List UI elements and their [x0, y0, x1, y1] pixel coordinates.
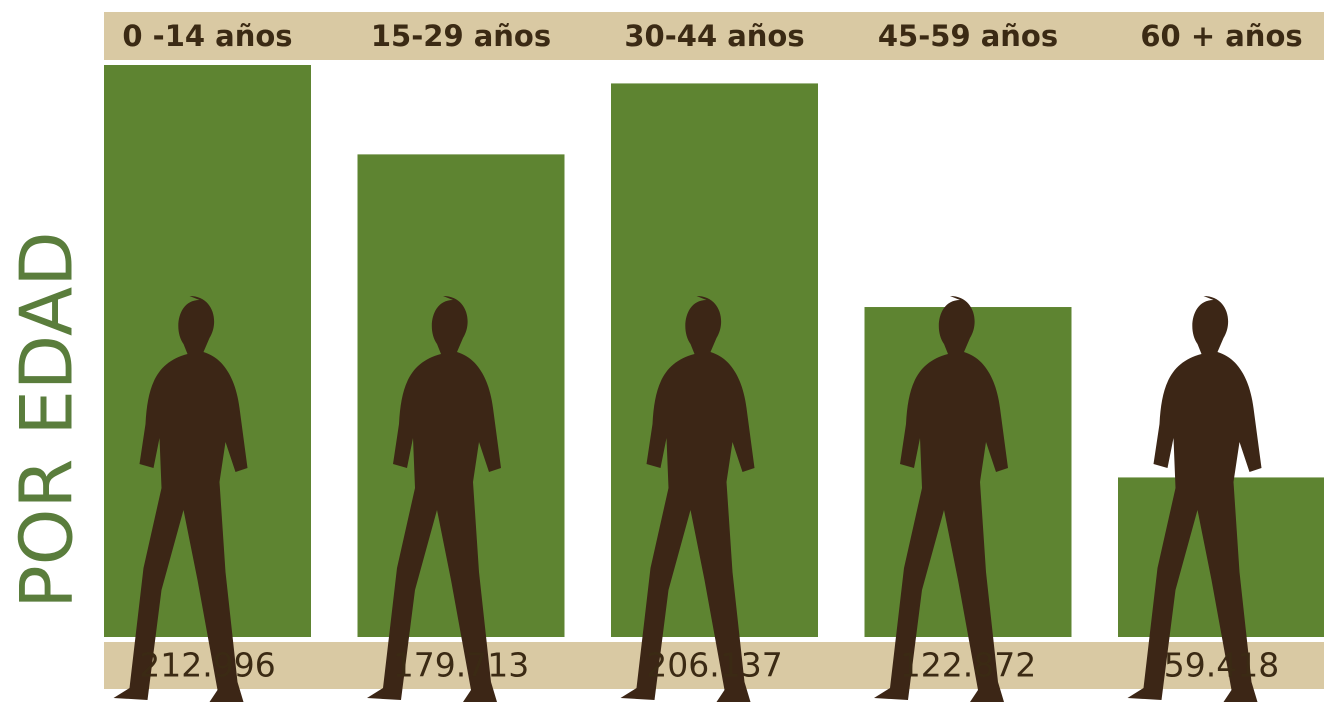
chart-title: POR EDAD [5, 231, 89, 608]
category-label: 60 + años [1140, 19, 1302, 53]
chart: POR EDAD 0 -14 años 212.996 15-29 años 179.… [0, 0, 1324, 704]
category-label: 30-44 años [624, 19, 804, 53]
value-label: 179.713 [393, 646, 529, 685]
category-label: 45-59 años [878, 19, 1058, 53]
category-label: 15-29 años [371, 19, 551, 53]
value-label: 206.137 [646, 646, 782, 685]
value-label: 212.996 [139, 646, 275, 685]
category-label: 0 -14 años [122, 19, 292, 53]
value-label: 122.872 [900, 646, 1036, 685]
value-label: 59.418 [1164, 646, 1279, 685]
